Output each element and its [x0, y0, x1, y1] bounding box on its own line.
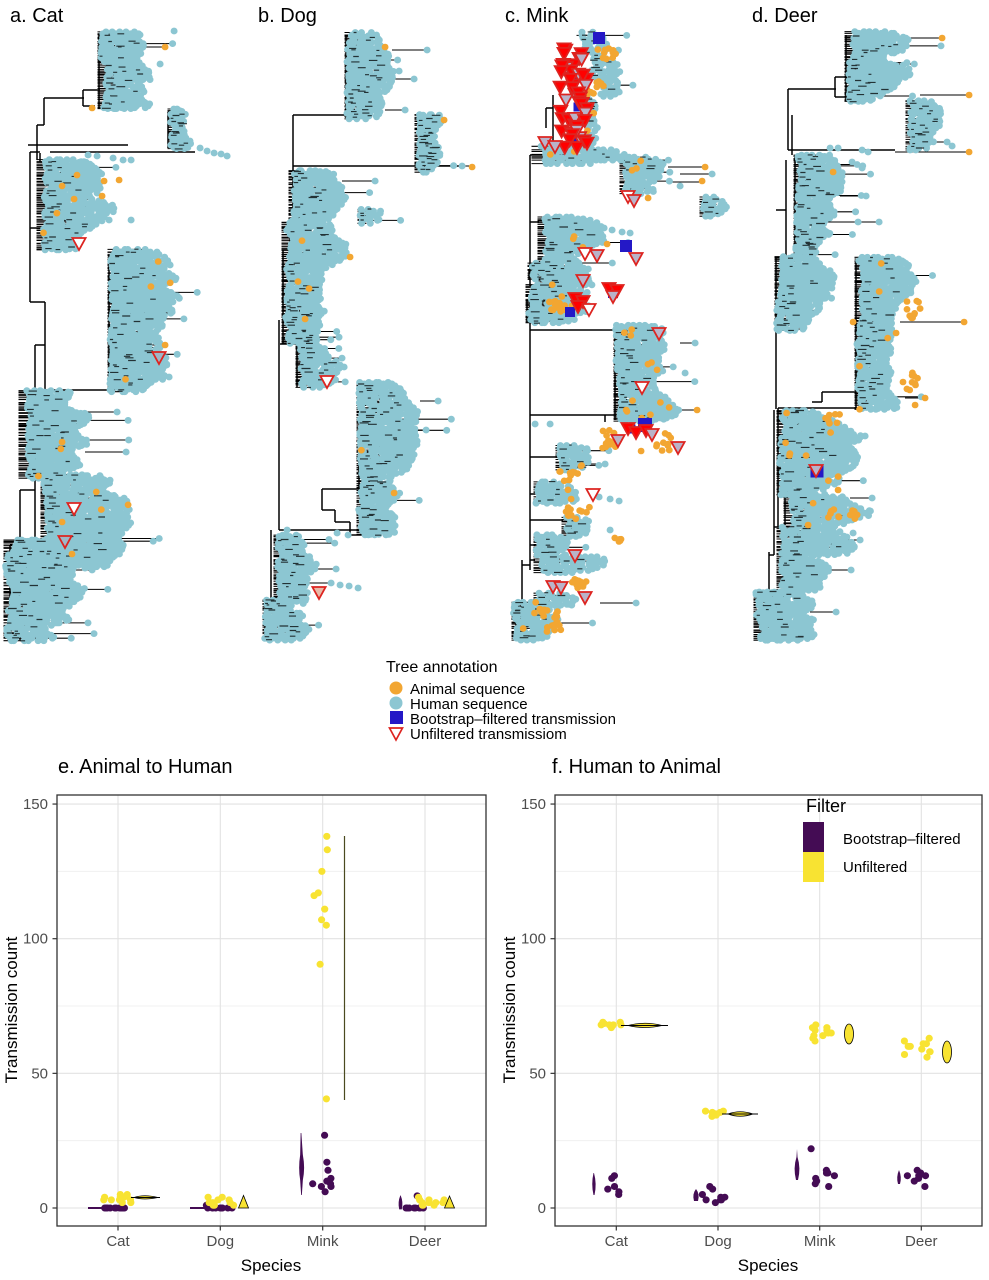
svg-text:0: 0 [538, 1200, 546, 1217]
svg-text:Dog: Dog [207, 1233, 235, 1250]
svg-text:Human sequence: Human sequence [410, 696, 528, 713]
svg-text:c. Mink: c. Mink [505, 5, 569, 27]
svg-text:Filter: Filter [806, 796, 846, 816]
svg-text:100: 100 [521, 931, 546, 948]
svg-text:Unfiltered: Unfiltered [843, 859, 907, 876]
svg-text:Cat: Cat [605, 1233, 629, 1250]
svg-text:Tree annotation: Tree annotation [386, 659, 497, 676]
svg-text:f. Human to Animal: f. Human to Animal [552, 756, 721, 778]
svg-text:50: 50 [31, 1065, 48, 1082]
svg-text:Dog: Dog [704, 1233, 732, 1250]
svg-text:e. Animal to Human: e. Animal to Human [58, 756, 233, 778]
svg-text:Mink: Mink [307, 1233, 339, 1250]
svg-text:Transmission count: Transmission count [2, 936, 21, 1083]
svg-text:Animal sequence: Animal sequence [410, 681, 525, 698]
svg-text:Unfiltered transmissiom: Unfiltered transmissiom [410, 726, 567, 743]
svg-text:Species: Species [738, 1256, 798, 1275]
svg-text:0: 0 [40, 1200, 48, 1217]
svg-text:Bootstrap–filtered: Bootstrap–filtered [843, 831, 961, 848]
svg-text:Mink: Mink [804, 1233, 836, 1250]
svg-text:150: 150 [521, 796, 546, 813]
svg-text:Species: Species [241, 1256, 301, 1275]
svg-text:150: 150 [23, 796, 48, 813]
svg-text:a. Cat: a. Cat [10, 5, 64, 27]
svg-text:d. Deer: d. Deer [752, 5, 818, 27]
svg-text:Transmission count: Transmission count [500, 936, 519, 1083]
svg-text:Deer: Deer [409, 1233, 442, 1250]
svg-text:50: 50 [529, 1065, 546, 1082]
svg-text:Cat: Cat [106, 1233, 130, 1250]
svg-text:Bootstrap–filtered transmissio: Bootstrap–filtered transmission [410, 711, 616, 728]
svg-text:Deer: Deer [905, 1233, 938, 1250]
svg-text:100: 100 [23, 931, 48, 948]
svg-text:b. Dog: b. Dog [258, 5, 317, 27]
